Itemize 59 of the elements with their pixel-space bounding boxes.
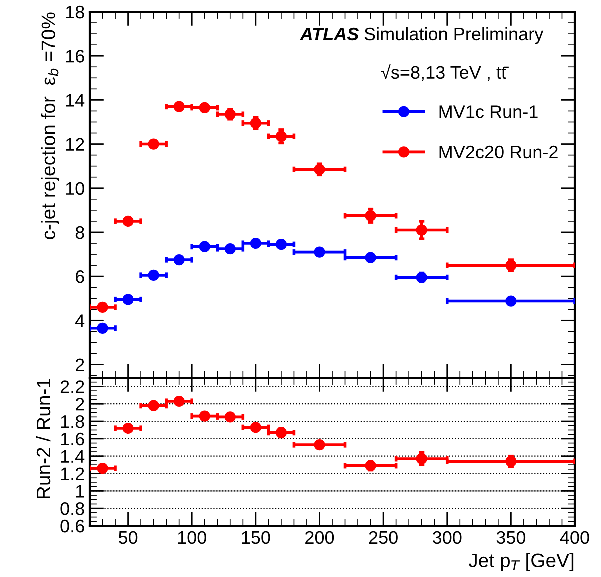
x-tick-label: 200 [306, 531, 334, 544]
point [250, 238, 262, 250]
point [276, 131, 288, 142]
point [224, 243, 236, 255]
point [250, 422, 262, 434]
point [97, 302, 108, 313]
x-tick-label: 400 [560, 531, 590, 544]
x-tick-label: 300 [432, 531, 462, 544]
point [174, 396, 185, 408]
y-tick-label: 1.6 [61, 432, 84, 446]
annotation: √s=8,13 TeV , tt̄ [381, 64, 509, 82]
y-axis-title: Run-2 / Run-1 [36, 378, 51, 499]
point [122, 216, 134, 228]
y-tick-label: 1.4 [61, 450, 85, 463]
x-tick-label: 150 [242, 531, 270, 544]
point [174, 254, 185, 266]
y-tick-label: 1.2 [61, 468, 84, 480]
y-tick-label: 2 [76, 358, 84, 372]
point [314, 246, 326, 258]
y-tick-label: 2.2 [60, 380, 84, 394]
point [97, 462, 108, 474]
point [122, 422, 134, 434]
point [199, 241, 210, 252]
y-tick-label: 4 [76, 314, 85, 328]
y-tick-label: 0.6 [60, 520, 84, 533]
point [148, 400, 160, 412]
y-tick-label: 18 [66, 6, 84, 19]
legend-label: MV1c Run-1 [440, 106, 538, 118]
y-tick-label: 10 [66, 182, 84, 196]
point [506, 296, 517, 307]
y-tick-label: 1.8 [61, 415, 84, 428]
x-tick-label: 100 [178, 531, 206, 544]
y-tick-label: 6 [76, 270, 84, 284]
y-tick-label: 12 [66, 138, 84, 151]
point [416, 224, 428, 236]
y-tick-label: 1 [76, 485, 84, 498]
point [199, 410, 210, 422]
point [365, 210, 376, 222]
x-tick-label: 50 [118, 531, 138, 544]
x-axis-title: Jet p$_{T}$ [GeV] [468, 553, 574, 572]
point [314, 439, 326, 451]
x-tick-label: 250 [369, 531, 398, 544]
y-tick-label: 2 [76, 398, 84, 411]
point [122, 294, 134, 306]
legend-label: MV2c20 Run-2 [440, 146, 558, 159]
y-axis-title: c-jet rejection for ε$_{b}$ =70% [41, 12, 60, 240]
point [365, 252, 376, 264]
annotation: ATLAS [300, 28, 359, 41]
y-tick-label: 14 [66, 94, 85, 107]
point [148, 138, 160, 150]
annotation: Simulation Preliminary [364, 27, 544, 44]
point [224, 412, 236, 423]
point [97, 322, 108, 334]
y-tick-label: 16 [66, 50, 84, 63]
y-tick-label: 0.8 [60, 502, 84, 516]
point [148, 270, 160, 282]
y-tick-label: 8 [76, 226, 84, 240]
point [174, 101, 185, 112]
x-tick-label: 350 [496, 531, 526, 544]
